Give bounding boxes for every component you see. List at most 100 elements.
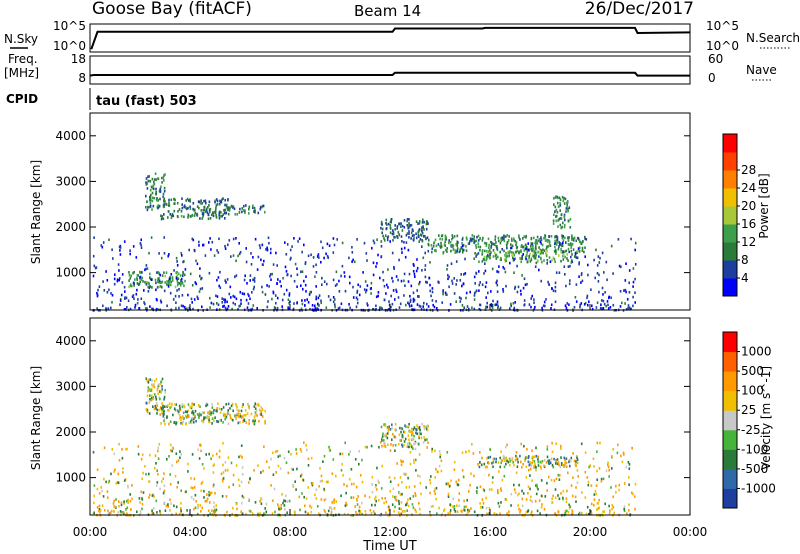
echo-cell [579, 305, 581, 309]
y-tick-label: 4000 [55, 334, 86, 348]
echo-cell [410, 443, 412, 447]
echo-cell [203, 208, 206, 212]
echo-cell [122, 511, 125, 514]
echo-cell [222, 471, 225, 474]
echo-cell [567, 208, 569, 211]
echo-cell [121, 448, 123, 451]
echo-cell [451, 282, 454, 285]
echo-cell [473, 238, 475, 241]
echo-cell [417, 230, 419, 234]
echo-cell [227, 243, 229, 247]
echo-cell [627, 461, 630, 464]
echo-cell [397, 483, 400, 487]
echo-cell [281, 305, 283, 308]
echo-cell [150, 398, 153, 402]
echo-cell [488, 246, 490, 250]
echo-cell [407, 280, 410, 283]
echo-cell [275, 471, 277, 474]
echo-cell [185, 199, 187, 202]
echo-cell [224, 203, 226, 207]
echo-cell [145, 408, 147, 411]
echo-cell [212, 214, 215, 218]
echo-cell [429, 289, 431, 293]
echo-cell [208, 204, 210, 207]
echo-cell [527, 509, 530, 512]
echo-cell [608, 469, 610, 472]
echo-cell [634, 248, 636, 252]
echo-cell [148, 206, 150, 209]
echo-cell [518, 483, 520, 487]
echo-cell [406, 232, 409, 235]
echo-cell [237, 421, 240, 425]
echo-cell [557, 205, 560, 209]
echo-cell [530, 297, 532, 300]
echo-cell [201, 480, 204, 484]
echo-cell [317, 302, 319, 306]
echo-cell [149, 276, 151, 279]
echo-cell [158, 285, 161, 288]
echo-cell [190, 496, 193, 499]
echo-cell [320, 301, 322, 305]
echo-cell [241, 210, 243, 214]
echo-cell [597, 507, 599, 511]
echo-cell [576, 256, 579, 260]
echo-cell [274, 450, 277, 454]
echo-cell [318, 512, 320, 515]
echo-cell [605, 260, 608, 264]
echo-cell [493, 243, 496, 246]
echo-cell [169, 443, 172, 447]
echo-cell [108, 238, 110, 241]
echo-cell [162, 404, 164, 408]
echo-cell [566, 257, 568, 260]
echo-cell [139, 280, 141, 284]
echo-cell [174, 474, 177, 478]
echo-cell [401, 427, 403, 430]
colorbar-tick-label: 8 [741, 253, 749, 267]
echo-cell [164, 422, 166, 426]
echo-cell [118, 459, 121, 462]
echo-cell [157, 392, 159, 395]
echo-cell [473, 510, 476, 514]
echo-cell [611, 455, 613, 458]
echo-cell [526, 260, 529, 264]
echo-cell [409, 298, 412, 302]
echo-cell [344, 289, 347, 293]
echo-cell [164, 173, 166, 176]
echo-cell [225, 281, 227, 284]
echo-cell [403, 226, 406, 229]
echo-cell [532, 245, 534, 248]
echo-cell [212, 410, 215, 414]
echo-cell [297, 240, 299, 243]
echo-cell [239, 413, 241, 416]
echo-cell [528, 455, 530, 458]
echo-cell [601, 299, 603, 302]
echo-cell [262, 469, 264, 473]
echo-cell [292, 483, 294, 487]
echo-cell [440, 459, 443, 463]
echo-cell [617, 238, 620, 241]
echo-cell [448, 485, 451, 488]
echo-cell [167, 279, 170, 283]
echo-cell [495, 457, 497, 461]
echo-cell [539, 512, 541, 515]
echo-cell [434, 487, 436, 491]
echo-cell [148, 493, 151, 497]
echo-cell [361, 480, 364, 484]
y-tick-label: 3000 [55, 174, 86, 188]
echo-cell [105, 307, 107, 310]
echo-cell [144, 307, 147, 310]
echo-cell [436, 307, 438, 310]
echo-cell [399, 439, 401, 442]
echo-cell [286, 500, 289, 503]
echo-cell [526, 254, 528, 257]
echo-cell [518, 492, 520, 495]
echo-cell [227, 206, 230, 209]
echo-cell [563, 456, 566, 460]
echo-cell [201, 506, 203, 510]
echo-cell [405, 472, 407, 476]
echo-cell [479, 281, 481, 284]
echo-cell [151, 379, 153, 382]
echo-cell [232, 301, 235, 305]
echo-cell [175, 277, 178, 280]
echo-cell [401, 481, 403, 484]
